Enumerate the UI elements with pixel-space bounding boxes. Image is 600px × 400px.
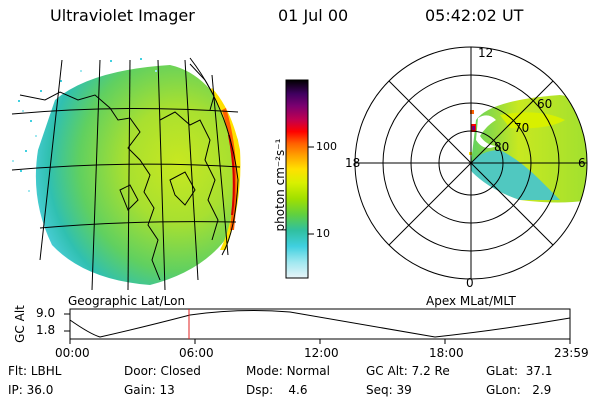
mlt-label-6: 6 <box>578 156 586 170</box>
orbit-xtick-3: 18:00 <box>429 346 464 360</box>
orbit-xtick-4: 23:59 <box>554 346 589 360</box>
app-title: Ultraviolet Imager <box>50 6 195 25</box>
status-seq: Seq: 39 <box>366 383 412 397</box>
orbit-ytick-low: 1.8 <box>36 323 56 337</box>
status-flt: Flt: LBHL <box>8 364 62 378</box>
mlt-label-18: 18 <box>345 156 361 170</box>
status-gc-alt: GC Alt: 7.2 Re <box>366 364 450 378</box>
status-glat: GLat: 37.1 <box>486 364 553 378</box>
left-caption: Geographic Lat/Lon <box>68 294 186 308</box>
earth-image <box>11 57 241 291</box>
image-time: 05:42:02 UT <box>425 6 524 25</box>
colorbar-unit-label: photon cm⁻²s⁻¹ <box>273 138 287 232</box>
polar-plot <box>354 46 588 280</box>
right-caption: Apex MLat/MLT <box>426 294 516 308</box>
mlt-label-12: 12 <box>478 46 494 60</box>
orbit-plot <box>64 308 571 344</box>
orbit-xtick-1: 06:00 <box>179 346 214 360</box>
colorbar-tick-10: 10 <box>316 227 330 240</box>
status-dsp: Dsp: 4.6 <box>246 383 308 397</box>
orbit-axis-label: GC Alt <box>13 305 27 343</box>
colorbar-tick-100: 100 <box>316 140 337 153</box>
mlt-label-0: 0 <box>466 276 474 290</box>
status-door: Door: Closed <box>124 364 201 378</box>
mlat-label-60: 60 <box>537 97 553 111</box>
colorbar <box>285 79 309 279</box>
orbit-xtick-2: 12:00 <box>304 346 339 360</box>
status-glon: GLon: 2.9 <box>486 383 552 397</box>
mlat-label-70: 70 <box>514 121 530 135</box>
status-ip: IP: 36.0 <box>8 383 54 397</box>
orbit-ytick-high: 9.0 <box>36 306 56 320</box>
status-gain: Gain: 13 <box>124 383 175 397</box>
status-mode: Mode: Normal <box>246 364 330 378</box>
image-date: 01 Jul 00 <box>278 6 349 25</box>
mlat-label-80: 80 <box>494 140 510 154</box>
orbit-xtick-0: 00:00 <box>55 346 90 360</box>
